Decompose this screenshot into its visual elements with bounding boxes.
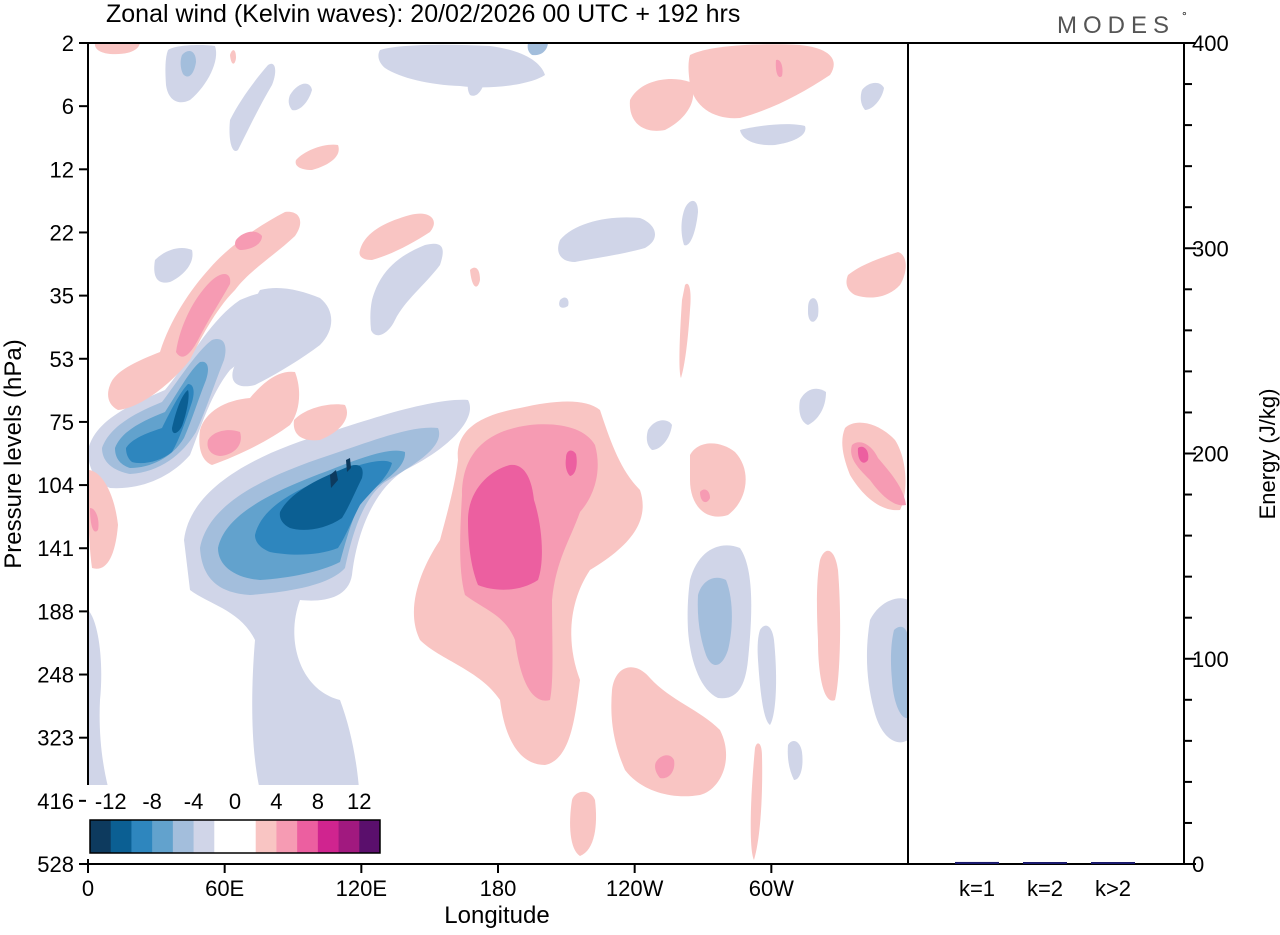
colorbar-swatch: [276, 820, 298, 853]
energy-bar: [1023, 862, 1067, 864]
pressure-tick-label: 53: [50, 347, 74, 372]
energy-tick-label: 300: [1192, 236, 1229, 261]
chart-title: Zonal wind (Kelvin waves): 20/02/2026 00…: [106, 0, 740, 28]
energy-tick-label: 400: [1192, 31, 1229, 56]
colorbar-swatch: [214, 820, 236, 853]
energy-tick-label: 200: [1192, 442, 1229, 467]
longitude-tick-label: 60W: [749, 876, 794, 901]
pressure-tick-label: 188: [37, 599, 74, 624]
colorbar-swatch: [235, 820, 257, 853]
colorbar-swatch: [297, 820, 319, 853]
energy-bars: k=1 k=2 k>2: [955, 861, 1135, 901]
colorbar-swatch: [110, 820, 132, 853]
colorbar-legend: -12 -8 -4 0 4 8 12: [86, 785, 384, 859]
colorbar-label: 4: [270, 789, 282, 814]
pressure-tick-label: 75: [50, 410, 74, 435]
pressure-tick-label: 528: [37, 852, 74, 877]
colorbar-swatch: [90, 820, 112, 853]
pressure-tick-label: 6: [62, 94, 74, 119]
colorbar-swatch: [172, 820, 195, 853]
positive-upper-streaks: [94, 43, 906, 465]
colorbar-swatch: [317, 820, 340, 853]
contour-field: [88, 43, 908, 864]
longitude-tick-label: 120E: [336, 876, 387, 901]
pressure-tick-label: 2: [62, 31, 74, 56]
y-axis-title: Pressure levels (hPa): [0, 339, 27, 568]
colorbar-swatch: [338, 820, 360, 853]
colorbar-swatch: [131, 820, 153, 853]
energy-category-label: k>2: [1095, 876, 1131, 901]
longitude-tick-label: 120W: [606, 876, 664, 901]
energy-bar: [1091, 862, 1135, 864]
pressure-tick-label: 141: [37, 536, 74, 561]
pressure-tick-label: 104: [37, 473, 74, 498]
colorbar-label: -12: [95, 789, 127, 814]
colorbar-swatch: [359, 820, 381, 853]
brand-logo: MODES: [1057, 12, 1175, 39]
energy-axis: 0 100 200 300 400: [1184, 31, 1229, 877]
colorbar-label: -8: [142, 789, 162, 814]
energy-bar: [955, 861, 999, 864]
colorbar-swatch: [255, 820, 277, 853]
colorbar-frame: [89, 819, 381, 854]
energy-tick-label: 0: [1192, 852, 1204, 877]
colorbar-label: 0: [229, 789, 241, 814]
pressure-tick-label: 35: [50, 284, 74, 309]
brand-mark: °: [1182, 9, 1187, 23]
longitude-axis: 0 60E 120E 180 120W 60W: [82, 864, 794, 901]
longitude-tick-label: 0: [82, 876, 94, 901]
colorbar-swatch: [152, 820, 174, 853]
pressure-tick-label: 12: [50, 157, 74, 182]
pressure-tick-label: 416: [37, 789, 74, 814]
pressure-tick-label: 323: [37, 726, 74, 751]
colorbar-label: 12: [347, 789, 371, 814]
colorbar-swatch: [193, 820, 215, 853]
negative-wind-band: [184, 399, 471, 845]
longitude-tick-label: 180: [480, 876, 517, 901]
pressure-axis: 2 6 12 22 35 53 75 104 141 188 248 323 416 528: [37, 31, 88, 877]
pressure-tick-label: 248: [37, 663, 74, 688]
energy-axis-title: Energy (J/kg): [1255, 389, 1280, 520]
energy-tick-label: 100: [1192, 647, 1229, 672]
positive-lower-lobes: [88, 422, 906, 860]
negative-diagonal-feature: [88, 292, 282, 489]
energy-category-label: k=1: [959, 876, 995, 901]
x-axis-title: Longitude: [444, 902, 549, 929]
positive-wind-feature: [413, 401, 643, 765]
energy-category-label: k=2: [1027, 876, 1063, 901]
longitude-tick-label: 60E: [205, 876, 244, 901]
colorbar-label: 8: [312, 789, 324, 814]
pressure-tick-label: 22: [50, 220, 74, 245]
colorbar-label: -4: [184, 789, 204, 814]
